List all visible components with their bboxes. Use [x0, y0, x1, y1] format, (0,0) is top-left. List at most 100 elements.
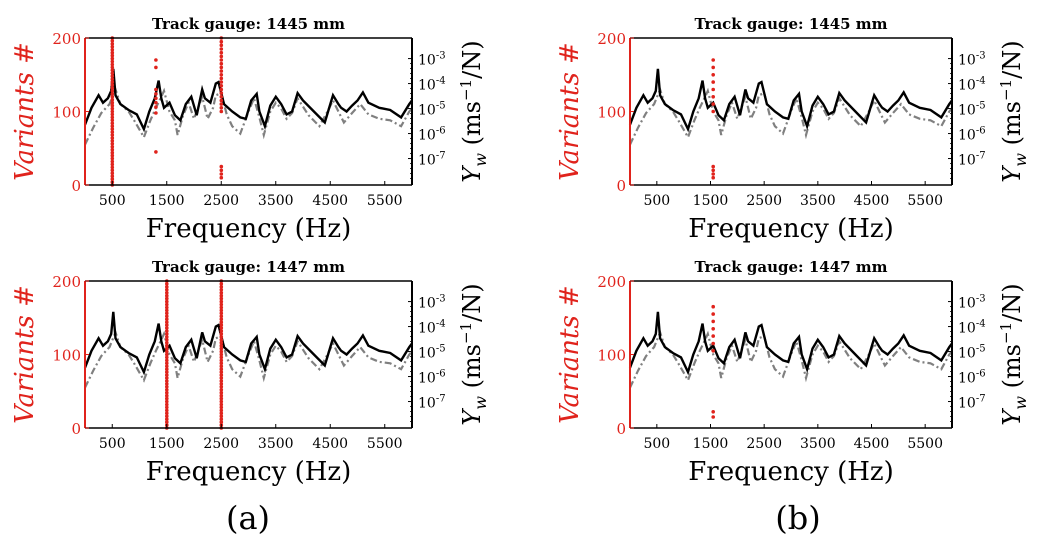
variant-point	[219, 291, 224, 295]
variant-point	[165, 393, 169, 398]
variant-point	[219, 390, 224, 395]
variant-point	[165, 288, 169, 292]
response-curve-solid	[83, 311, 413, 376]
variant-point	[711, 168, 715, 173]
variant-point	[165, 414, 169, 419]
variant-point	[110, 130, 115, 134]
y-right-tick-label: 10-4	[418, 319, 446, 337]
y-left-axis-label: Variants #	[10, 42, 40, 181]
variant-point	[165, 335, 169, 339]
variant-point	[219, 69, 224, 73]
y-right-axis-label: Yw (ms−1/N)	[457, 40, 490, 182]
y-right-tick-label: 10-7	[958, 394, 986, 412]
variant-point	[219, 382, 224, 386]
variant-point	[110, 174, 115, 178]
variant-point	[110, 145, 115, 149]
variant-point	[110, 97, 115, 102]
variant-point	[219, 323, 224, 327]
y-left-axis-label: Variants #	[555, 285, 585, 424]
variant-point	[219, 388, 224, 392]
variant-point	[110, 115, 115, 120]
variant-point	[154, 105, 158, 109]
variant-point	[165, 317, 169, 322]
variant-point	[219, 376, 224, 380]
variant-point	[219, 299, 224, 304]
variant-point	[110, 89, 115, 93]
variant-point	[219, 175, 224, 180]
variant-point	[110, 74, 115, 78]
variant-point	[711, 312, 715, 316]
x-tick-label: 4500	[854, 436, 890, 452]
variant-point	[110, 171, 115, 175]
y-right-tick-label: 10-7	[958, 151, 986, 169]
variant-point	[110, 156, 115, 161]
variant-point	[711, 87, 715, 92]
variant-point	[711, 58, 715, 62]
variant-point	[219, 364, 224, 369]
panel-label-b: (b)	[775, 499, 820, 537]
x-tick-label: 500	[643, 436, 670, 452]
variant-point	[110, 177, 115, 181]
variant-point	[219, 305, 224, 310]
variant-point	[165, 417, 169, 422]
variant-point	[219, 349, 224, 354]
variant-point	[219, 396, 224, 401]
variant-point	[110, 65, 115, 70]
x-axis-label: Frequency (Hz)	[688, 214, 894, 244]
variant-point	[165, 296, 169, 301]
variant-point	[165, 382, 169, 386]
variant-point	[219, 43, 224, 48]
variant-point	[219, 109, 224, 114]
variant-point	[110, 162, 115, 167]
y-right-tick-label: 10-5	[958, 101, 986, 119]
response-curve-dashed	[84, 86, 413, 146]
variant-point	[219, 338, 224, 342]
y-right-tick-label: 10-3	[418, 294, 446, 312]
chart-title: Track gauge: 1447 mm	[152, 258, 345, 276]
variant-point	[165, 390, 169, 395]
y-left-tick-label: 100	[52, 347, 81, 365]
variant-point	[110, 109, 115, 114]
variant-point	[219, 172, 224, 176]
variant-point	[219, 91, 224, 95]
x-tick-label: 3500	[800, 436, 836, 452]
variant-point	[110, 42, 115, 46]
variant-point	[110, 168, 115, 173]
variant-point	[711, 304, 715, 309]
variant-point	[165, 370, 169, 374]
variant-point	[110, 50, 115, 55]
panel-label-a: (a)	[226, 499, 270, 537]
variant-point	[165, 340, 169, 345]
chart-title: Track gauge: 1445 mm	[152, 15, 345, 33]
variant-point	[219, 65, 224, 70]
x-tick-label: 1500	[149, 193, 185, 209]
y-left-tick-label: 100	[52, 104, 81, 122]
variant-point	[110, 68, 115, 73]
variant-point	[219, 73, 224, 77]
variant-point	[219, 417, 224, 422]
y-right-axis-label: Yw (ms−1/N)	[997, 283, 1030, 425]
variant-point	[219, 288, 224, 292]
x-tick-label: 2500	[203, 436, 239, 452]
variant-point	[165, 408, 169, 413]
variant-point	[219, 402, 224, 407]
variant-point	[711, 65, 715, 70]
variant-point	[219, 84, 224, 88]
variant-point	[165, 320, 169, 325]
variant-point	[110, 53, 115, 58]
response-curve-dashed	[629, 86, 953, 146]
variant-point	[110, 100, 115, 105]
variant-point	[165, 376, 169, 380]
variant-point	[219, 98, 224, 103]
x-tick-label: 2500	[203, 193, 239, 209]
variant-point	[219, 95, 224, 99]
variant-point	[219, 405, 224, 410]
variant-point	[219, 293, 224, 298]
response-curve-solid	[628, 311, 953, 376]
x-tick-label: 1500	[149, 436, 185, 452]
variant-point	[219, 80, 224, 84]
variant-point	[165, 314, 169, 319]
chart-panel-3: Track gauge: 1447 mm 500 1500 2500 3500 4500 5…	[10, 258, 490, 487]
variant-point	[711, 172, 715, 176]
variant-point	[165, 285, 169, 289]
